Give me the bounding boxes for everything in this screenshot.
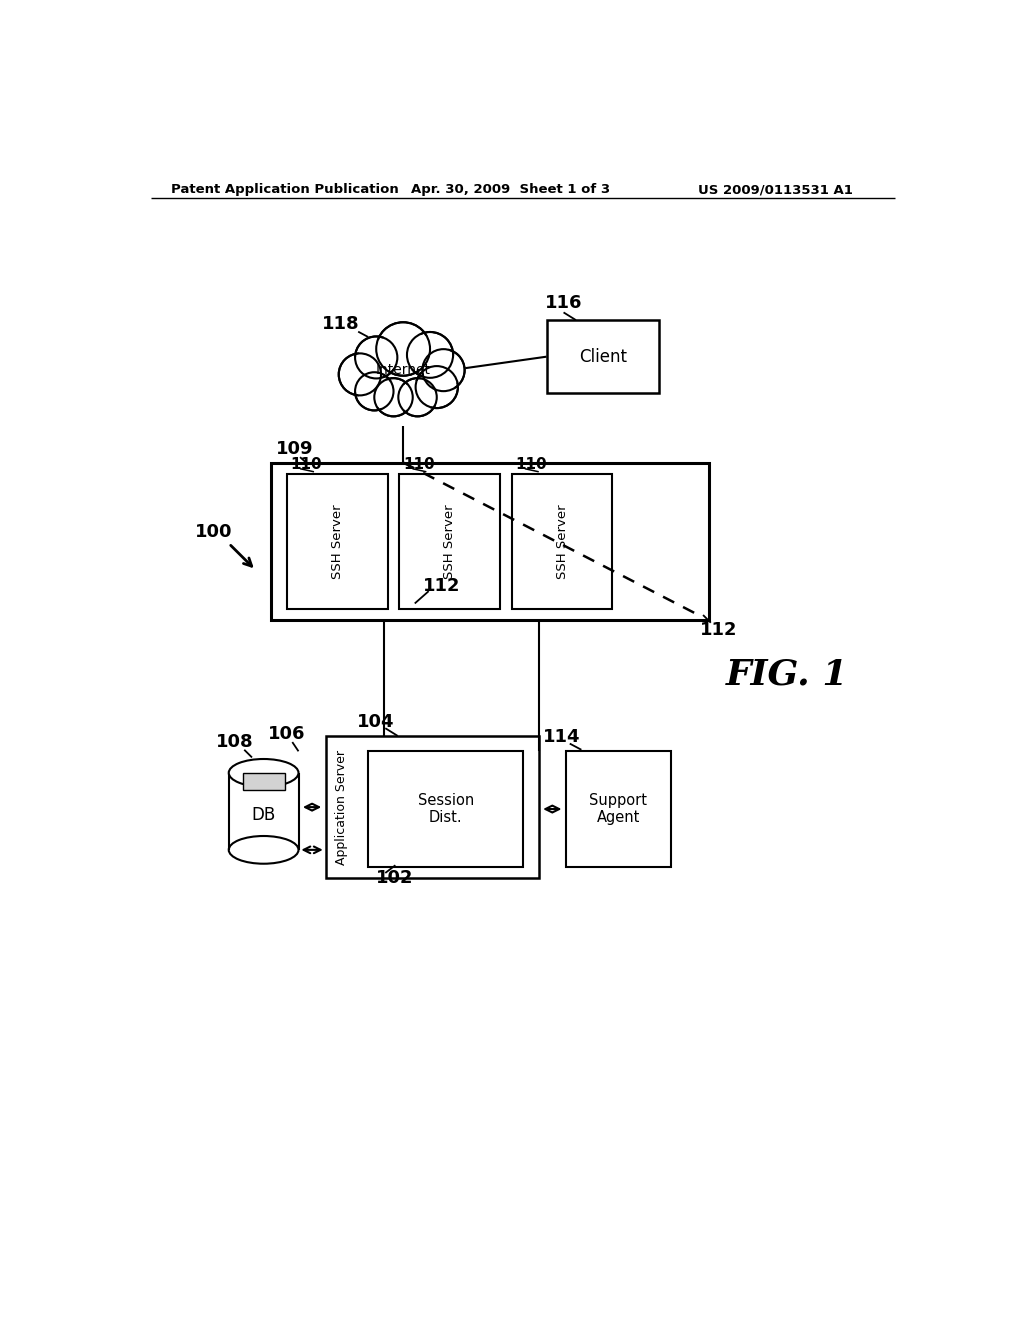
Text: 104: 104 <box>357 713 394 731</box>
Text: Internet: Internet <box>376 363 431 378</box>
Text: SSH Server: SSH Server <box>443 504 456 578</box>
Bar <box>243 774 285 789</box>
Text: US 2009/0113531 A1: US 2009/0113531 A1 <box>697 183 853 197</box>
Text: 114: 114 <box>544 729 581 746</box>
Circle shape <box>355 337 397 379</box>
Text: Application Server: Application Server <box>335 750 347 865</box>
Text: 110: 110 <box>515 457 547 473</box>
Text: Patent Application Publication: Patent Application Publication <box>171 183 398 197</box>
Circle shape <box>401 381 433 413</box>
Circle shape <box>376 322 430 376</box>
Circle shape <box>381 327 425 371</box>
Text: 109: 109 <box>275 440 313 458</box>
Circle shape <box>358 341 393 375</box>
Circle shape <box>426 352 461 387</box>
Text: FIG. 1: FIG. 1 <box>725 657 848 692</box>
Circle shape <box>398 378 437 416</box>
Bar <box>369 751 523 867</box>
Ellipse shape <box>228 759 299 787</box>
Circle shape <box>375 378 413 416</box>
Text: 108: 108 <box>216 733 254 751</box>
Text: DB: DB <box>252 807 275 824</box>
Text: Support
Agent: Support Agent <box>589 793 647 825</box>
Text: 118: 118 <box>323 315 360 333</box>
Text: 116: 116 <box>545 294 583 312</box>
Circle shape <box>420 370 454 404</box>
Circle shape <box>378 381 410 413</box>
Text: Client: Client <box>579 347 627 366</box>
Bar <box>271 462 710 620</box>
Circle shape <box>358 376 390 407</box>
Text: 106: 106 <box>268 726 305 743</box>
Text: 112: 112 <box>423 577 461 595</box>
Text: 112: 112 <box>699 622 737 639</box>
Circle shape <box>422 350 465 391</box>
Bar <box>228 774 299 850</box>
Bar <box>326 737 539 878</box>
Bar <box>566 751 671 867</box>
Ellipse shape <box>228 836 299 863</box>
Text: Apr. 30, 2009  Sheet 1 of 3: Apr. 30, 2009 Sheet 1 of 3 <box>411 183 610 197</box>
Bar <box>512 474 612 609</box>
Text: SSH Server: SSH Server <box>555 504 568 578</box>
Text: 110: 110 <box>291 457 323 473</box>
Text: 102: 102 <box>376 869 414 887</box>
Bar <box>399 474 500 609</box>
Circle shape <box>411 337 449 374</box>
Text: 110: 110 <box>403 457 435 473</box>
Bar <box>287 474 388 609</box>
Text: 100: 100 <box>195 523 232 541</box>
Bar <box>547 321 658 393</box>
Circle shape <box>343 358 377 392</box>
Circle shape <box>416 366 458 408</box>
Circle shape <box>339 354 381 396</box>
Text: SSH Server: SSH Server <box>331 504 344 578</box>
Circle shape <box>407 333 453 378</box>
Text: Session
Dist.: Session Dist. <box>418 793 474 825</box>
Circle shape <box>355 372 393 411</box>
